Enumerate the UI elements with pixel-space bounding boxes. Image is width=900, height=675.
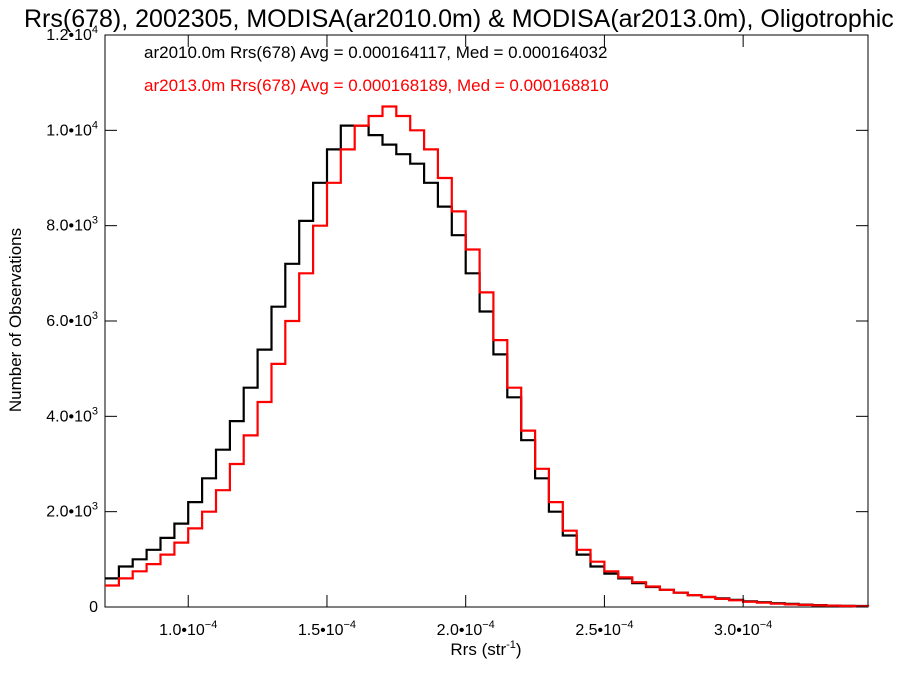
series-line-ar2010: [105, 124, 870, 608]
x-tick-label: 3.0•10−4: [714, 619, 772, 639]
x-tick-label: 1.0•10−4: [159, 619, 217, 639]
legend-entry-ar2013: ar2013.0m Rrs(678) Avg = 0.000168189, Me…: [144, 76, 609, 95]
x-axis-title: Rrs (str-1): [450, 639, 521, 659]
x-tick-label: 1.5•10−4: [298, 619, 356, 639]
y-tick-label: 1.2•104: [46, 24, 98, 44]
x-tick-label: 2.0•10−4: [437, 619, 495, 639]
legend-entry-ar2010: ar2010.0m Rrs(678) Avg = 0.000164117, Me…: [144, 43, 607, 62]
y-tick-label: 1.0•104: [46, 119, 98, 139]
chart-title: Rrs(678), 2002305, MODISA(ar2010.0m) & M…: [24, 5, 894, 33]
x-axis-ticks: 1.0•10−4 1.5•10−4 2.0•10−4 2.5•10−4 3.0•10−4: [159, 35, 772, 639]
legend: ar2010.0m Rrs(678) Avg = 0.000164117, Me…: [144, 43, 609, 95]
series-line-ar2013: [105, 105, 870, 608]
y-tick-label: 6.0•103: [46, 310, 98, 330]
y-tick-label: 8.0•103: [46, 215, 98, 235]
plot-frame: [104, 34, 869, 608]
x-tick-label: 2.5•10−4: [575, 619, 633, 639]
y-tick-label: 2.0•103: [46, 501, 98, 521]
y-tick-label: 4.0•103: [46, 405, 98, 425]
y-tick-label: 0: [89, 599, 98, 616]
y-axis-ticks: 0 2.0•103 4.0•103 6.0•103 8.0•103 1.0•104 1.2•…: [46, 24, 868, 616]
y-axis-title: Number of Observations: [6, 228, 25, 412]
plot-area: [104, 34, 870, 608]
